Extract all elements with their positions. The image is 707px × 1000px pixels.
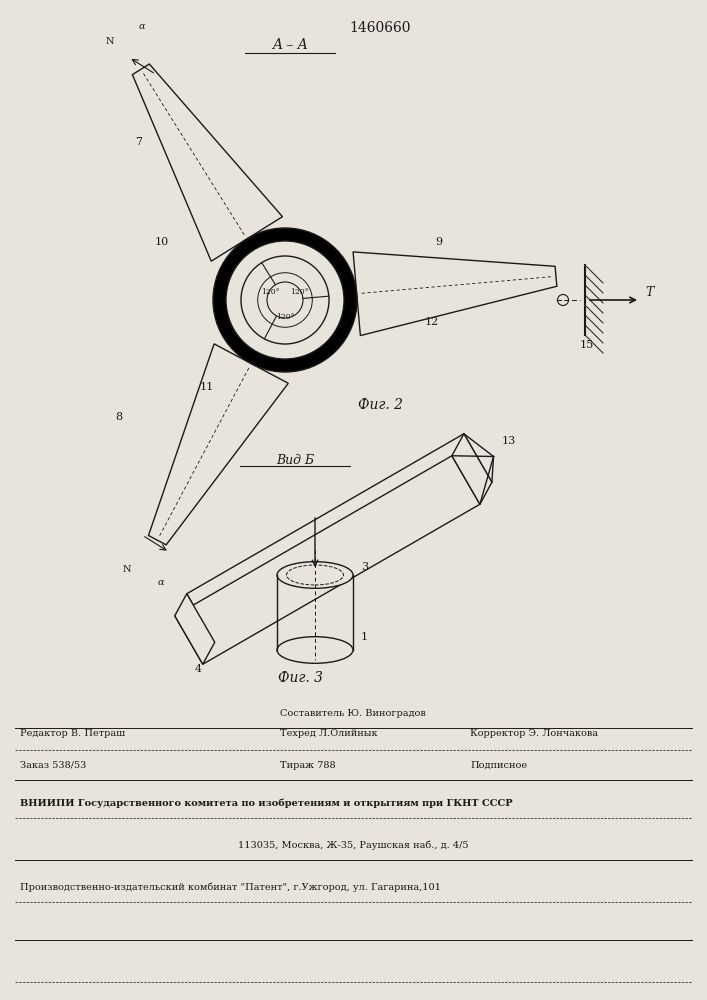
Polygon shape [187, 434, 492, 642]
Text: 120°: 120° [291, 288, 309, 296]
Polygon shape [132, 64, 283, 261]
Text: 9: 9 [435, 237, 442, 247]
Text: A – A: A – A [272, 38, 308, 52]
Text: 15: 15 [580, 340, 595, 350]
Text: Редактор В. Петраш: Редактор В. Петраш [20, 729, 125, 738]
Text: Техред Л.Олийнык: Техред Л.Олийнык [280, 729, 378, 738]
Text: Корректор Э. Лончакова: Корректор Э. Лончакова [470, 729, 598, 738]
Text: Производственно-издательский комбинат "Патент", г.Ужгород, ул. Гагарина,101: Производственно-издательский комбинат "П… [20, 882, 441, 892]
Circle shape [226, 241, 344, 359]
Text: 3: 3 [361, 562, 368, 572]
Text: 1: 1 [361, 632, 368, 642]
Text: 10: 10 [155, 237, 169, 247]
Text: 11: 11 [200, 382, 214, 392]
Polygon shape [175, 594, 215, 664]
Polygon shape [452, 434, 492, 504]
Text: 8: 8 [115, 412, 122, 422]
Text: 7: 7 [135, 137, 142, 147]
Text: 12: 12 [425, 317, 439, 327]
Text: Составитель Ю. Виноградов: Составитель Ю. Виноградов [280, 709, 426, 718]
Ellipse shape [277, 562, 353, 588]
Text: 13: 13 [501, 436, 516, 446]
Polygon shape [148, 344, 288, 545]
Text: Тираж 788: Тираж 788 [280, 761, 336, 770]
Text: 120°: 120° [261, 288, 279, 296]
Text: Заказ 538/53: Заказ 538/53 [20, 761, 86, 770]
Text: Фиг. 3: Фиг. 3 [278, 671, 322, 685]
Text: Вид Б: Вид Б [276, 454, 314, 466]
Text: 4: 4 [194, 664, 202, 674]
Circle shape [213, 228, 357, 372]
Text: ВНИИПИ Государственного комитета по изобретениям и открытиям при ГКНТ СССР: ВНИИПИ Государственного комитета по изоб… [20, 798, 513, 808]
Text: N: N [106, 37, 115, 46]
Text: α: α [139, 22, 146, 31]
Text: α: α [157, 578, 164, 587]
Ellipse shape [277, 637, 353, 663]
Circle shape [558, 294, 568, 306]
Text: T: T [645, 286, 653, 299]
Text: 113035, Москва, Ж-35, Раушская наб., д. 4/5: 113035, Москва, Ж-35, Раушская наб., д. … [238, 840, 468, 850]
Text: Фиг. 2: Фиг. 2 [358, 398, 402, 412]
Polygon shape [353, 252, 557, 336]
Text: N: N [122, 565, 131, 574]
Text: 120°: 120° [276, 313, 294, 321]
Polygon shape [175, 456, 480, 664]
Text: 1460660: 1460660 [349, 21, 411, 35]
Text: Подписное: Подписное [470, 761, 527, 770]
